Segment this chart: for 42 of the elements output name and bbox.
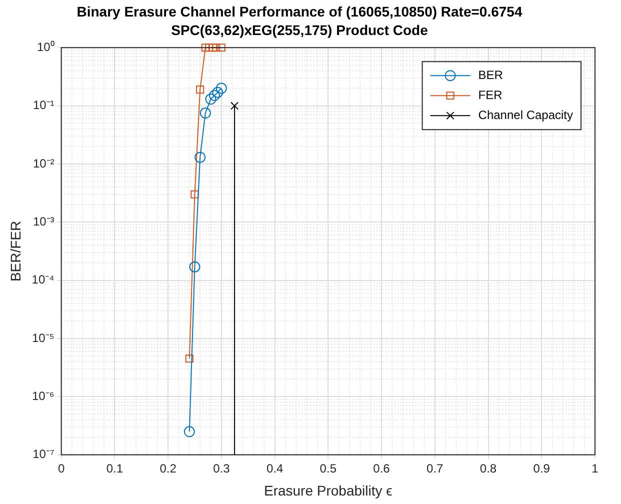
point [185, 354, 194, 363]
x-tick-label: 0 [58, 461, 65, 476]
x-tick-label: 0.3 [213, 461, 230, 476]
x-axis-title: Erasure Probability ϵ [264, 482, 392, 498]
point [194, 152, 206, 163]
y-tick-label: 10⁻³ [32, 214, 54, 228]
point [208, 44, 217, 52]
point [212, 86, 224, 98]
point [200, 108, 211, 119]
point [216, 82, 227, 94]
chart-title: Binary Erasure Channel Performance of (16065,10850) Rate=0.6754 [76, 3, 522, 20]
x-tick-label: 0.8 [480, 461, 497, 476]
legend-label: BER [478, 68, 504, 82]
point [230, 102, 239, 110]
point [184, 426, 195, 438]
y-tick-label: 10⁻² [32, 156, 54, 170]
x-tick-label: 1 [592, 461, 599, 476]
point [201, 44, 210, 52]
point [189, 261, 200, 272]
y-tick-label: 10⁻⁵ [32, 330, 54, 345]
y-tick-label: 10⁰ [36, 40, 54, 54]
x-tick-label: 0.6 [373, 461, 390, 476]
point [208, 90, 220, 102]
x-tick-label: 0.5 [320, 461, 337, 476]
point [217, 44, 226, 52]
legend-label: Channel Capacity [478, 108, 574, 122]
x-tick-label: 0.7 [426, 461, 444, 476]
x-tick-label: 0.9 [533, 461, 550, 476]
point [190, 190, 199, 198]
x-tick-label: 0.1 [106, 461, 124, 476]
y-axis-title: BER/FER [7, 220, 24, 282]
y-tick-label: 10⁻¹ [32, 98, 54, 112]
point [205, 94, 216, 105]
point [196, 86, 204, 94]
x-tick-label: 0.2 [160, 461, 177, 476]
chart-subtitle: SPC(63,62)xEG(255,175) Product Code [171, 22, 428, 38]
y-tick-label: 10⁻⁷ [32, 447, 54, 462]
x-tick-label: 0.4 [266, 461, 284, 476]
point [212, 44, 220, 52]
y-tick-label: 10⁻⁴ [32, 272, 54, 287]
legend-label: FER [478, 88, 503, 102]
y-tick-label: 10⁻⁶ [32, 388, 54, 403]
